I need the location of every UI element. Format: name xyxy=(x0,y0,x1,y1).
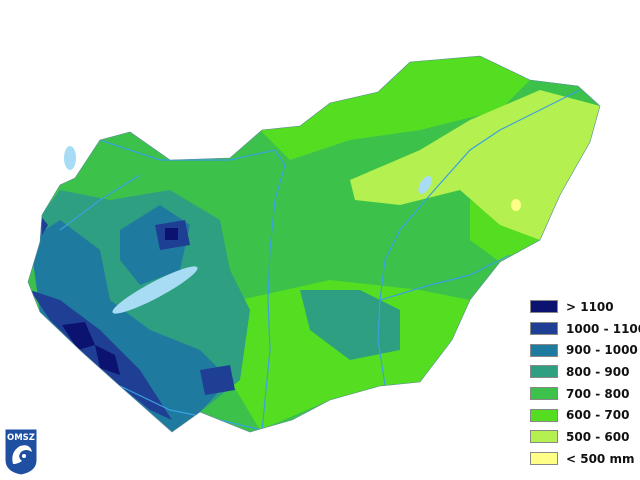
legend-item: < 500 mm xyxy=(530,448,640,470)
legend-label: 1000 - 1100 xyxy=(566,321,640,336)
legend-swatch xyxy=(530,300,558,314)
legend-item: 900 - 1000 xyxy=(530,339,640,361)
region-600-700 xyxy=(230,56,540,430)
river-drava xyxy=(119,385,263,431)
region-900-1000 xyxy=(30,205,230,432)
legend: > 1100 1000 - 1100 900 - 1000 800 - 900 … xyxy=(530,296,640,470)
svg-text:OMSZ: OMSZ xyxy=(7,433,35,443)
rivers xyxy=(59,89,581,432)
legend-label: > 1100 xyxy=(566,299,614,314)
legend-item: 800 - 900 xyxy=(530,361,640,383)
region-500-600 xyxy=(350,90,600,240)
omsz-logo: OMSZ xyxy=(4,428,38,476)
region-1000-1100 xyxy=(30,215,235,420)
lake-ferto xyxy=(64,146,76,170)
legend-label: 500 - 600 xyxy=(566,429,630,444)
river-danube xyxy=(99,139,286,432)
legend-item: 700 - 800 xyxy=(530,383,640,405)
legend-label: 800 - 900 xyxy=(566,364,630,379)
legend-swatch xyxy=(530,322,558,336)
river-tisza xyxy=(377,89,581,386)
legend-label: 600 - 700 xyxy=(566,408,630,423)
legend-item: 500 - 600 xyxy=(530,426,640,448)
legend-swatch xyxy=(530,343,558,357)
legend-label: 700 - 800 xyxy=(566,386,630,401)
region-under-500 xyxy=(511,199,521,211)
legend-swatch xyxy=(530,365,558,379)
region-over-1100 xyxy=(62,228,178,375)
legend-swatch xyxy=(530,387,558,401)
legend-item: 600 - 700 xyxy=(530,404,640,426)
legend-label: 900 - 1000 xyxy=(566,343,638,358)
river-koros xyxy=(379,254,511,301)
legend-label: < 500 mm xyxy=(566,451,635,466)
legend-item: 1000 - 1100 xyxy=(530,318,640,340)
legend-swatch xyxy=(530,430,558,444)
river-raba xyxy=(59,174,141,231)
legend-swatch xyxy=(530,452,558,466)
lake-tisza xyxy=(418,175,432,195)
lake-balaton xyxy=(112,266,198,314)
legend-swatch xyxy=(530,408,558,422)
legend-item: > 1100 xyxy=(530,296,640,318)
